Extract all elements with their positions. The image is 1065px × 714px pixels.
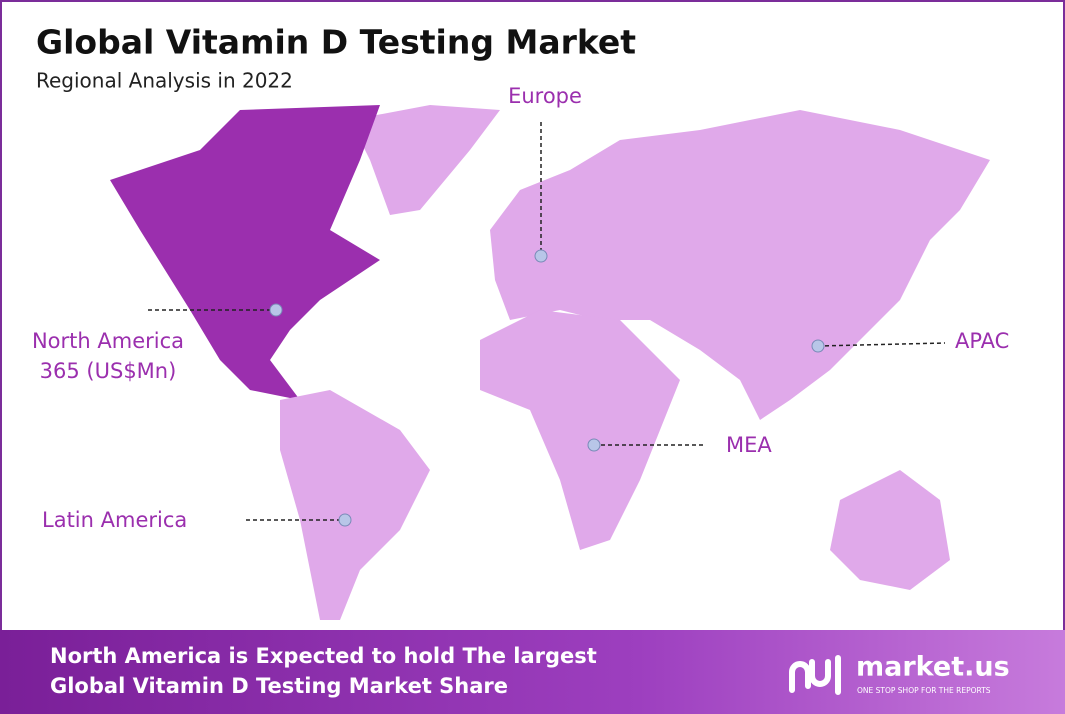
leaders	[148, 122, 946, 521]
marker	[269, 303, 283, 317]
footer-text: North America is Expected to hold The la…	[50, 644, 597, 668]
latin-america	[280, 390, 430, 620]
footer-band	[0, 630, 1065, 714]
tagline: ONE STOP SHOP FOR THE REPORTS	[857, 686, 991, 695]
africa	[480, 310, 680, 550]
subtitle: Regional Analysis in 2022	[36, 69, 293, 93]
logo: market.us ONE STOP SHOP FOR THE REPORTS	[789, 652, 1010, 695]
region-label: APAC	[955, 329, 1009, 353]
marker	[587, 438, 601, 452]
logo-icon	[789, 655, 841, 695]
marker	[534, 249, 548, 263]
north-america	[110, 105, 380, 400]
greenland	[350, 105, 500, 215]
markers	[269, 249, 825, 527]
brand: market.us	[856, 652, 1010, 683]
leader-line	[817, 342, 946, 347]
australia	[830, 470, 950, 590]
marker	[338, 513, 352, 527]
map	[110, 105, 990, 620]
region-label: Latin America	[42, 508, 187, 532]
region-label: MEA	[726, 433, 772, 457]
title: Global Vitamin D Testing Market	[36, 23, 636, 62]
footer-text: Global Vitamin D Testing Market Share	[50, 674, 508, 698]
region-label: Europe	[508, 84, 582, 108]
region-label: North America	[32, 329, 184, 353]
region-value: 365 (US$Mn)	[40, 359, 177, 383]
marker	[811, 339, 825, 353]
eurasia	[490, 110, 990, 420]
